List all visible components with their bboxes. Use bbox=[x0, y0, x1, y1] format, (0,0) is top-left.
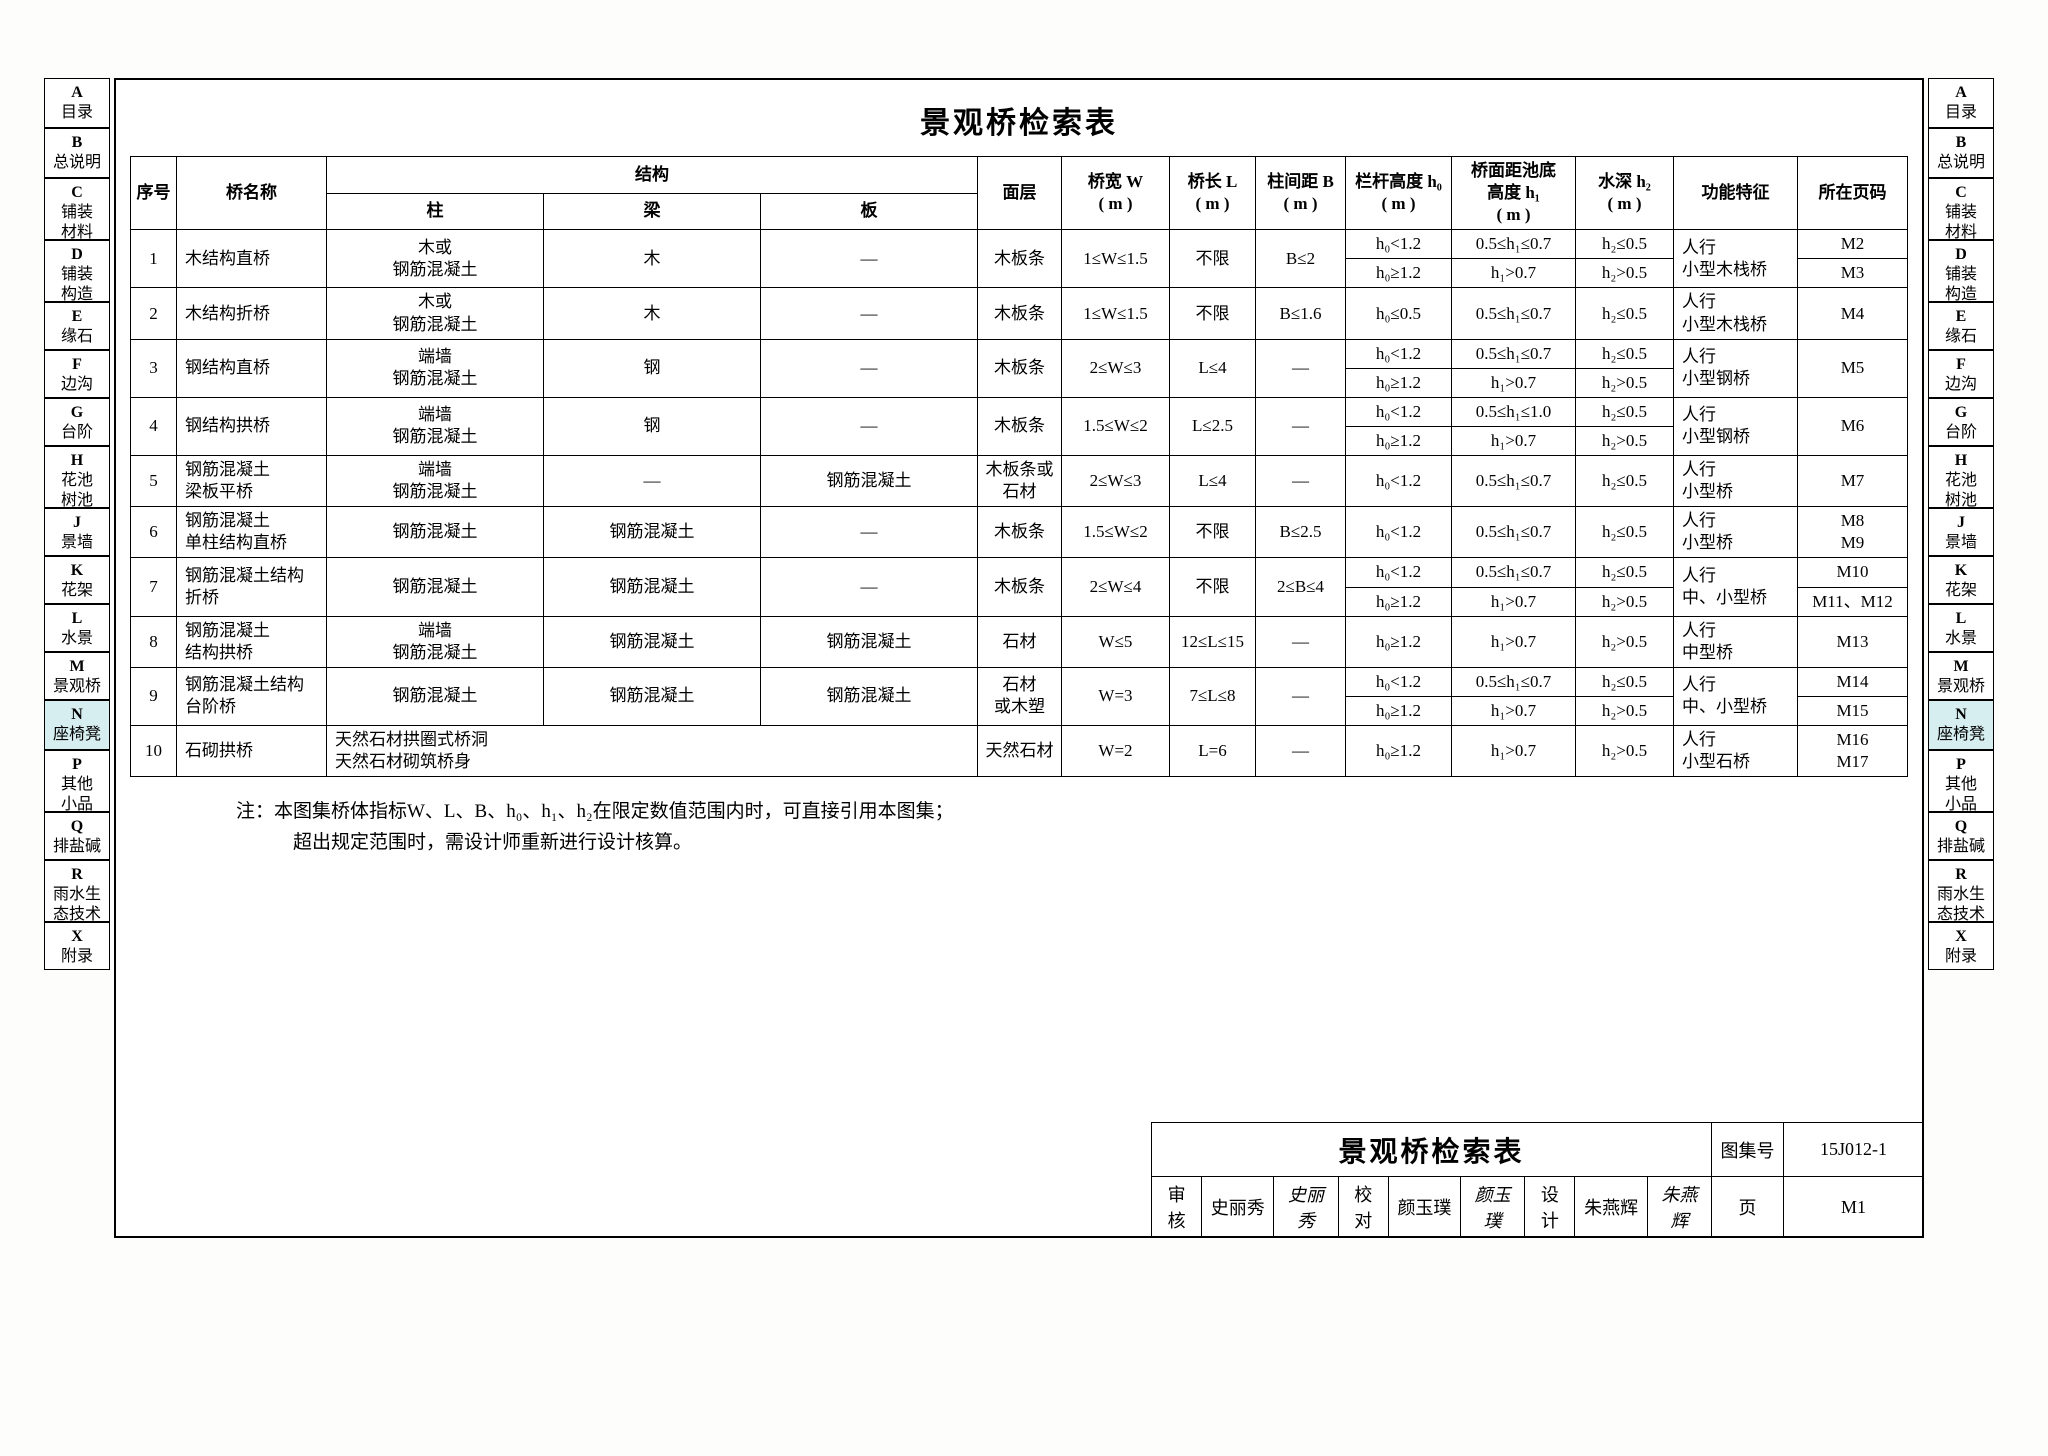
side-tabs-left: A目录B总说明C铺装材料D铺装构造E缘石F边沟G台阶H花池树池J景墙K花架L水景… bbox=[44, 78, 110, 970]
table-row: 7钢筋混凝土结构折桥钢筋混凝土钢筋混凝土—木板条2≤W≤4不限2≤B≤4h₀<1… bbox=[131, 558, 1908, 587]
tab-L[interactable]: L水景 bbox=[1928, 604, 1994, 652]
tab-F[interactable]: F边沟 bbox=[44, 350, 110, 398]
main-frame: 景观桥检索表 序号桥名称结构面层桥宽 W( m )桥长 L( m )柱间距 B(… bbox=[114, 78, 1924, 1238]
tab-P[interactable]: P其他小品 bbox=[44, 750, 110, 812]
tab-X[interactable]: X附录 bbox=[44, 922, 110, 970]
table-row: 9钢筋混凝土结构台阶桥钢筋混凝土钢筋混凝土钢筋混凝土石材或木塑W=37≤L≤8—… bbox=[131, 667, 1908, 696]
title-block: 景观桥检索表图集号15J012-1审核史丽秀史丽秀校对颜玉璞颜玉璞设计朱燕辉朱燕… bbox=[1151, 1122, 1924, 1238]
tab-D[interactable]: D铺装构造 bbox=[44, 240, 110, 302]
tab-C[interactable]: C铺装材料 bbox=[44, 178, 110, 240]
tab-M[interactable]: M景观桥 bbox=[1928, 652, 1994, 700]
note: 注：本图集桥体指标W、L、B、h₀、h₁、h₂在限定数值范围内时，可直接引用本图… bbox=[236, 797, 1802, 858]
tab-A[interactable]: A目录 bbox=[1928, 78, 1994, 128]
table-row: 8钢筋混凝土结构拱桥端墙钢筋混凝土钢筋混凝土钢筋混凝土石材W≤512≤L≤15—… bbox=[131, 616, 1908, 667]
page-title: 景观桥检索表 bbox=[116, 80, 1922, 156]
table-row: 4钢结构拱桥端墙钢筋混凝土钢—木板条1.5≤W≤2L≤2.5—h₀<1.20.5… bbox=[131, 397, 1908, 426]
tab-P[interactable]: P其他小品 bbox=[1928, 750, 1994, 812]
tab-F[interactable]: F边沟 bbox=[1928, 350, 1994, 398]
table-row: 2木结构折桥木或钢筋混凝土木—木板条1≤W≤1.5不限B≤1.6h₀≤0.50.… bbox=[131, 288, 1908, 339]
tab-R[interactable]: R雨水生态技术 bbox=[1928, 860, 1994, 922]
tab-N[interactable]: N座椅凳 bbox=[44, 700, 110, 750]
tab-L[interactable]: L水景 bbox=[44, 604, 110, 652]
tab-J[interactable]: J景墙 bbox=[44, 508, 110, 556]
tab-B[interactable]: B总说明 bbox=[44, 128, 110, 178]
tab-R[interactable]: R雨水生态技术 bbox=[44, 860, 110, 922]
index-table: 序号桥名称结构面层桥宽 W( m )桥长 L( m )柱间距 B( m )栏杆高… bbox=[130, 156, 1908, 777]
tab-A[interactable]: A目录 bbox=[44, 78, 110, 128]
tab-X[interactable]: X附录 bbox=[1928, 922, 1994, 970]
tab-K[interactable]: K花架 bbox=[44, 556, 110, 604]
tab-D[interactable]: D铺装构造 bbox=[1928, 240, 1994, 302]
tab-K[interactable]: K花架 bbox=[1928, 556, 1994, 604]
tab-N[interactable]: N座椅凳 bbox=[1928, 700, 1994, 750]
tab-H[interactable]: H花池树池 bbox=[1928, 446, 1994, 508]
table-row: 1木结构直桥木或钢筋混凝土木—木板条1≤W≤1.5不限B≤2h₀<1.20.5≤… bbox=[131, 230, 1908, 259]
tab-H[interactable]: H花池树池 bbox=[44, 446, 110, 508]
side-tabs-right: A目录B总说明C铺装材料D铺装构造E缘石F边沟G台阶H花池树池J景墙K花架L水景… bbox=[1928, 78, 1994, 970]
tab-J[interactable]: J景墙 bbox=[1928, 508, 1994, 556]
tab-C[interactable]: C铺装材料 bbox=[1928, 178, 1994, 240]
tab-B[interactable]: B总说明 bbox=[1928, 128, 1994, 178]
table-row: 3钢结构直桥端墙钢筋混凝土钢—木板条2≤W≤3L≤4—h₀<1.20.5≤h₁≤… bbox=[131, 339, 1908, 368]
table-row: 10石砌拱桥天然石材拱圈式桥洞天然石材砌筑桥身天然石材W=2L=6—h₀≥1.2… bbox=[131, 725, 1908, 776]
tab-Q[interactable]: Q排盐碱 bbox=[44, 812, 110, 860]
tab-E[interactable]: E缘石 bbox=[44, 302, 110, 350]
tab-G[interactable]: G台阶 bbox=[44, 398, 110, 446]
tab-E[interactable]: E缘石 bbox=[1928, 302, 1994, 350]
tab-M[interactable]: M景观桥 bbox=[44, 652, 110, 700]
table-row: 6钢筋混凝土单柱结构直桥钢筋混凝土钢筋混凝土—木板条1.5≤W≤2不限B≤2.5… bbox=[131, 507, 1908, 558]
tab-Q[interactable]: Q排盐碱 bbox=[1928, 812, 1994, 860]
tab-G[interactable]: G台阶 bbox=[1928, 398, 1994, 446]
table-row: 5钢筋混凝土梁板平桥端墙钢筋混凝土—钢筋混凝土木板条或石材2≤W≤3L≤4—h₀… bbox=[131, 456, 1908, 507]
